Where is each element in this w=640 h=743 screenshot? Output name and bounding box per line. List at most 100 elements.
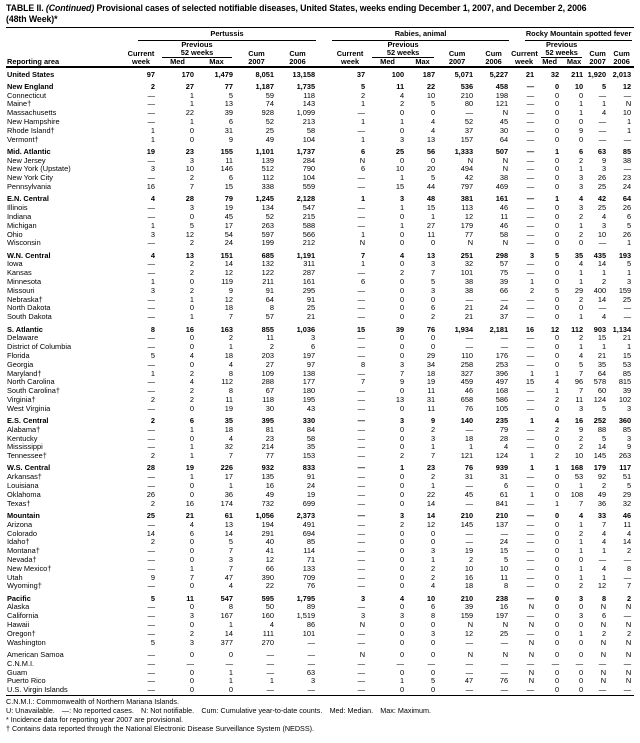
reporting-area-cell: Pennsylvania: [7, 183, 51, 192]
value-cell: —: [526, 99, 535, 109]
value-cell: 101: [302, 628, 316, 638]
value-cell: —: [147, 155, 155, 165]
value-cell: 536: [460, 81, 474, 91]
value-cell: 4: [228, 581, 233, 591]
value-cell: 5: [228, 90, 233, 100]
value-cell: 2: [189, 238, 194, 248]
reporting-area-cell: North Carolina: [7, 378, 55, 387]
value-cell: 1,333: [454, 146, 474, 156]
value-cell: 390: [261, 572, 274, 582]
value-cell: 36: [224, 489, 233, 499]
value-cell: 0: [554, 628, 560, 638]
value-cell: 0: [399, 546, 405, 556]
value-cell: 4: [601, 528, 607, 538]
value-cell: 3: [578, 182, 584, 192]
cum-label: Cum: [613, 48, 630, 58]
value-cell: 0: [399, 581, 405, 591]
table-row: Montana† — 0 7 41 114 — 0 3 19 15 — 0 1 1 2: [6, 546, 634, 556]
reporting-area-cell: Nevada†: [7, 555, 37, 564]
value-cell: 4: [430, 125, 436, 135]
value-cell: 29: [574, 285, 584, 295]
value-cell: 0: [430, 620, 436, 630]
value-cell: 2: [150, 394, 155, 404]
value-cell: 1: [269, 676, 274, 686]
spacer-cell: [586, 41, 609, 49]
value-cell: 0: [399, 628, 405, 638]
value-cell: 7: [228, 546, 233, 556]
med-label: Med: [368, 57, 408, 68]
value-cell: 187: [422, 69, 436, 79]
value-cell: 0: [189, 554, 194, 564]
value-cell: 137: [495, 519, 509, 529]
value-cell: 0: [554, 203, 560, 213]
value-cell: 10: [426, 90, 436, 100]
value-cell: —: [598, 658, 607, 668]
value-cell: 35: [597, 359, 607, 369]
value-cell: 0: [554, 229, 560, 239]
value-cell: 311: [303, 259, 316, 269]
value-cell: 21: [185, 510, 194, 520]
value-cell: —: [357, 572, 366, 582]
value-cell: 50: [265, 602, 274, 612]
weeks52-label: 52 weeks: [368, 48, 438, 58]
value-cell: 28: [499, 433, 509, 443]
table-row: Oklahoma 26 0 36 49 19 — 0 22 45 61 1 0 108 49 29: [6, 489, 634, 500]
value-cell: 13,158: [292, 69, 316, 79]
table-row: Wyoming† — 0 4 22 76 — 0 4 18 8 — 0 2 12 7: [6, 582, 634, 591]
table-row: Iowa — 2 14 132 311 1 0 3 32 57 — 0 4 14 5: [6, 260, 634, 269]
value-cell: 2: [150, 451, 155, 461]
value-cell: —: [500, 528, 509, 538]
value-cell: 0: [554, 667, 560, 677]
value-cell: 23: [265, 433, 274, 443]
value-cell: 5: [430, 676, 436, 686]
value-cell: 459: [460, 377, 474, 387]
value-cell: 11: [225, 155, 233, 165]
table-row: South Dakota — 1 7 57 21 — 0 2 21 37 — 0 1 4 —: [6, 312, 634, 322]
value-cell: 5: [228, 537, 233, 547]
value-cell: 9: [399, 377, 405, 387]
value-cell: 7: [360, 377, 366, 387]
value-cell: 1: [399, 203, 405, 213]
current-label: Current: [127, 48, 155, 58]
value-cell: 15: [597, 333, 607, 343]
value-cell: 91: [265, 285, 274, 295]
value-cell: 0: [554, 220, 560, 230]
value-cell: —: [147, 294, 155, 304]
value-cell: 0: [554, 563, 560, 573]
value-cell: 1: [578, 537, 584, 547]
value-cell: 396: [495, 368, 509, 378]
value-cell: 122: [261, 268, 274, 278]
value-cell: 22: [265, 581, 274, 591]
value-cell: —: [147, 99, 155, 109]
value-cell: 0: [189, 602, 194, 612]
value-cell: 547: [302, 203, 316, 213]
value-cell: 1,479: [214, 69, 234, 79]
value-cell: N: [625, 99, 632, 109]
weeks52-label: 52 weeks: [537, 48, 586, 58]
value-cell: 5: [554, 250, 560, 260]
value-cell: 4: [430, 116, 436, 126]
value-cell: 145: [460, 519, 474, 529]
value-cell: —: [500, 685, 509, 695]
value-cell: —: [526, 519, 535, 529]
value-cell: —: [266, 685, 274, 695]
value-cell: 6: [360, 277, 366, 287]
value-cell: 157: [460, 134, 474, 144]
value-cell: 360: [618, 415, 632, 425]
value-cell: —: [465, 498, 474, 508]
value-cell: 0: [399, 229, 405, 239]
value-cell: 1,101: [255, 146, 275, 156]
value-cell: 161: [302, 277, 316, 287]
value-cell: 25: [622, 294, 632, 304]
value-cell: 19: [306, 489, 316, 499]
value-cell: 5: [150, 593, 155, 603]
value-cell: 1: [554, 498, 560, 508]
value-cell: 4: [189, 377, 194, 387]
value-cell: —: [357, 676, 366, 686]
table-row: United States 97 170 1,479 8,051 13,158 37 100 1…: [6, 67, 634, 79]
value-cell: 8,051: [255, 69, 275, 79]
value-cell: 210: [460, 90, 474, 100]
value-cell: 238: [495, 593, 509, 603]
value-cell: 1: [601, 99, 607, 109]
value-cell: N: [467, 155, 474, 165]
